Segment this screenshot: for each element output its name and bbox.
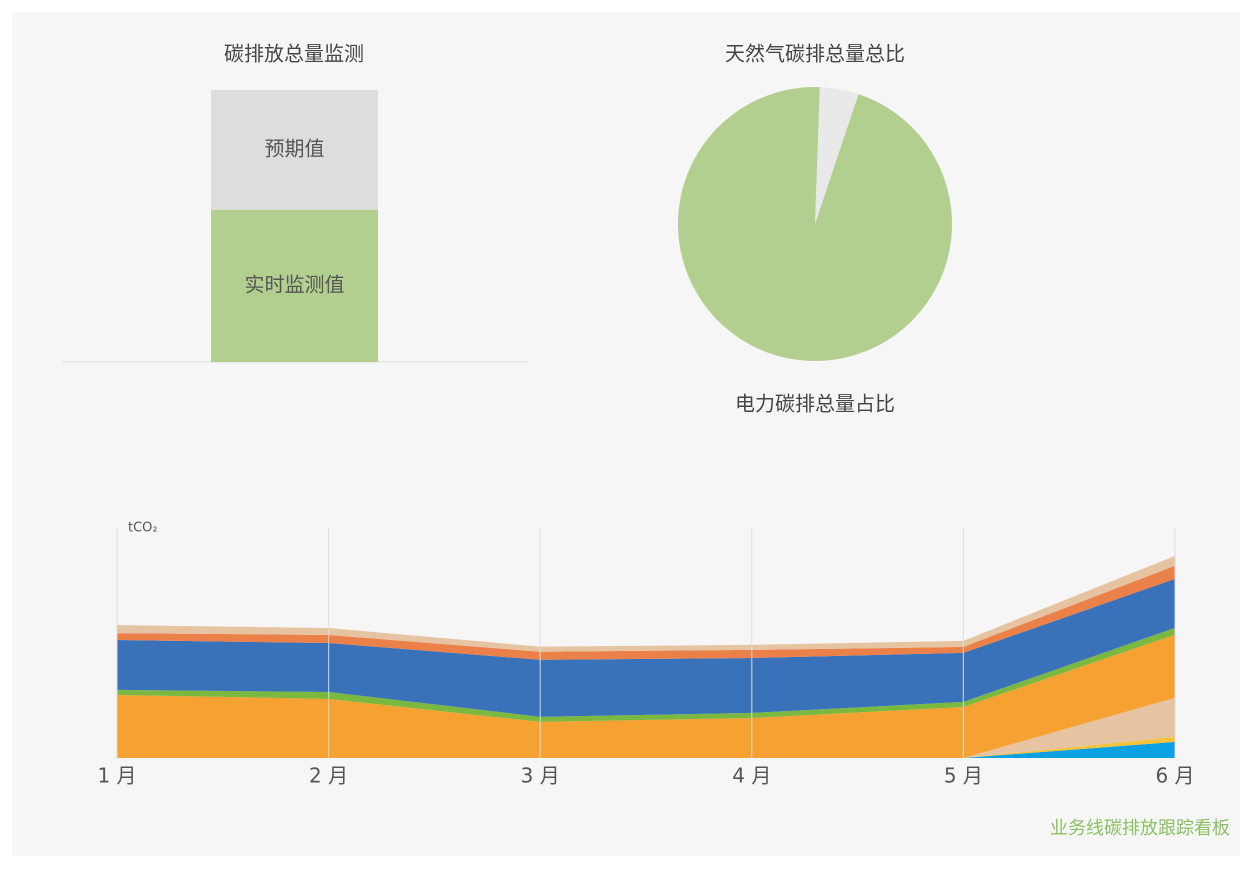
y-axis-label: tCO₂: [128, 521, 158, 536]
segment-label: 实时监测值: [245, 272, 345, 296]
bar-segment: [211, 209, 378, 362]
area: [117, 741, 1175, 758]
footer: 业务线碳排放跟踪看板: [1050, 818, 1230, 839]
x-tick-label: 6 月: [1155, 764, 1194, 788]
bar-segment: [211, 90, 378, 210]
x-tick-label: 3 月: [521, 764, 560, 788]
area: [117, 627, 1175, 722]
area: [117, 578, 1175, 717]
slice-label: 天然气碳排总量总比: [725, 42, 905, 66]
slice-label: 电力碳排总量占比: [735, 392, 895, 416]
x-tick-label: 5 月: [944, 764, 983, 788]
x-tick-label: 4 月: [732, 764, 771, 788]
x-tick-label: 1 月: [97, 764, 136, 788]
pie-slice: [677, 87, 953, 361]
segment-label: 预期值: [265, 136, 325, 160]
area: [117, 634, 1175, 758]
bar-title: 碳排放总量监测: [224, 42, 364, 66]
pie-slice: [815, 87, 859, 224]
x-tick-label: 2 月: [309, 764, 348, 788]
